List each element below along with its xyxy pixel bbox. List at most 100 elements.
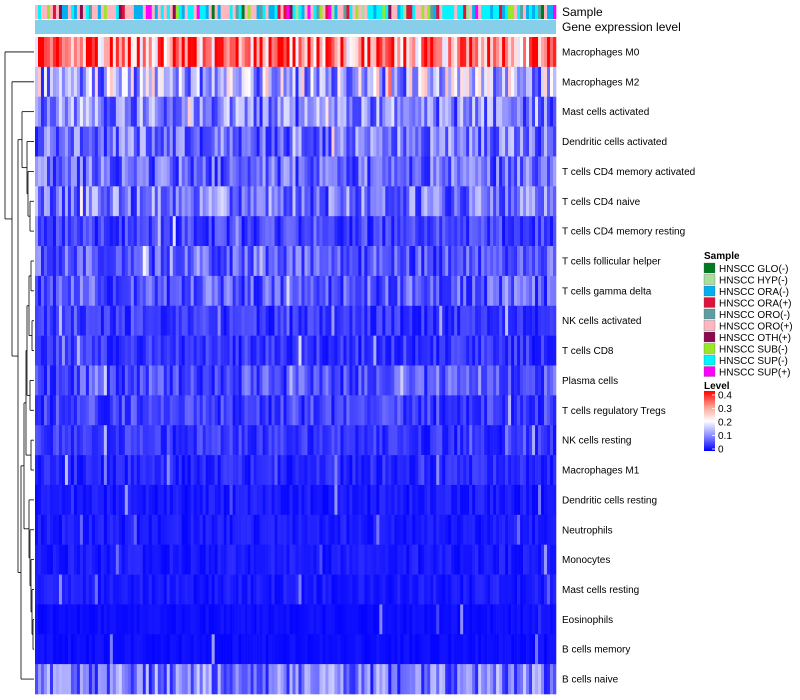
heatmap-cell [151,186,156,217]
heatmap-cell [49,634,54,665]
heatmap-cell [91,484,96,516]
heatmap-cell [481,246,485,277]
heatmap-cell [463,425,467,456]
heatmap-cell [130,186,135,217]
heatmap-cell [97,664,102,695]
heatmap-cell [487,604,491,635]
heatmap-cell [484,305,488,336]
heatmap-cell [256,425,260,456]
heatmap-cell [421,246,425,277]
heatmap-cell [265,275,269,307]
heatmap-cell [412,66,416,98]
heatmap-cell [310,126,314,157]
heatmap-cell [406,604,410,635]
heatmap-cell [142,216,147,247]
heatmap-cell [466,305,470,336]
heatmap-cell [136,395,141,426]
heatmap-cell [499,634,503,665]
heatmap-cell [199,305,203,336]
heatmap-cell [406,275,410,307]
heatmap-cell [109,365,114,396]
heatmap-cell [43,305,48,336]
heatmap-cell [466,275,470,307]
heatmap-cell [157,96,162,127]
level-legend-tick-label: 0.2 [718,418,732,429]
heatmap-cell [361,216,365,247]
heatmap-cell [412,216,416,247]
heatmap-cell [352,604,356,635]
heatmap-cell [238,96,242,127]
heatmap-cell [211,664,215,695]
heatmap-cell [346,365,350,396]
heatmap-cell [346,216,350,247]
heatmap-cell [193,37,197,68]
heatmap-cell [178,484,183,516]
heatmap-cell [385,604,389,635]
heatmap-cell [430,305,434,336]
heatmap-cell [484,634,488,665]
heatmap-cell [295,216,299,247]
heatmap-cell [127,425,132,456]
heatmap-cell [244,216,248,247]
heatmap-cell [406,186,410,217]
heatmap-cell [166,335,171,366]
heatmap-cell [238,544,242,575]
heatmap-cell [337,216,341,247]
heatmap-cell [196,514,200,545]
heatmap-cell [238,664,242,695]
heatmap-cell [58,37,63,68]
heatmap-cell [550,305,554,336]
heatmap-cell [229,574,233,605]
heatmap-cell [163,365,168,396]
heatmap-cell [286,186,290,217]
heatmap-cell [355,66,359,98]
heatmap-cell [52,604,57,635]
heatmap-cell [46,66,51,98]
heatmap-cell [511,66,515,98]
heatmap-cell [397,96,401,127]
heatmap-cell [370,216,374,247]
sample-annotation-cell [73,5,78,19]
heatmap-cell [223,66,227,98]
sample-annotation-cell [421,5,425,19]
heatmap-cell [289,365,293,396]
heatmap-cell [496,186,500,217]
heatmap-cell [376,604,380,635]
heatmap-cell [463,395,467,426]
heatmap-cell [331,604,335,635]
heatmap-cell [124,305,129,336]
heatmap-cell [85,246,90,277]
heatmap-cell [112,484,117,516]
heatmap-cell [424,544,428,575]
heatmap-cell [361,246,365,277]
heatmap-cell [271,66,275,98]
heatmap-cell [115,156,120,187]
sample-annotation-cell [385,5,389,19]
sample-annotation-cell [148,5,153,19]
heatmap-cell [499,66,503,98]
heatmap-cell [337,664,341,695]
heatmap-cell [64,484,69,516]
heatmap-cell [484,66,488,98]
heatmap-cell [514,544,518,575]
heatmap-cell [271,425,275,456]
heatmap-cell [358,425,362,456]
heatmap-cell [301,216,305,247]
heatmap-cell [463,365,467,396]
heatmap-cell [298,365,302,396]
heatmap-cell [412,365,416,396]
heatmap-cell [166,544,171,575]
heatmap-cell [142,365,147,396]
heatmap-cell [133,246,138,277]
heatmap-cell [313,514,317,545]
heatmap-cell [490,634,494,665]
heatmap-cell [292,66,296,98]
heatmap-cell [316,574,320,605]
heatmap-cell [445,514,449,545]
heatmap-cell [160,664,165,695]
sample-annotation-cell [52,5,57,19]
heatmap-cell [256,544,260,575]
heatmap-cell [136,574,141,605]
heatmap-cell [421,335,425,366]
heatmap-cell [202,574,206,605]
